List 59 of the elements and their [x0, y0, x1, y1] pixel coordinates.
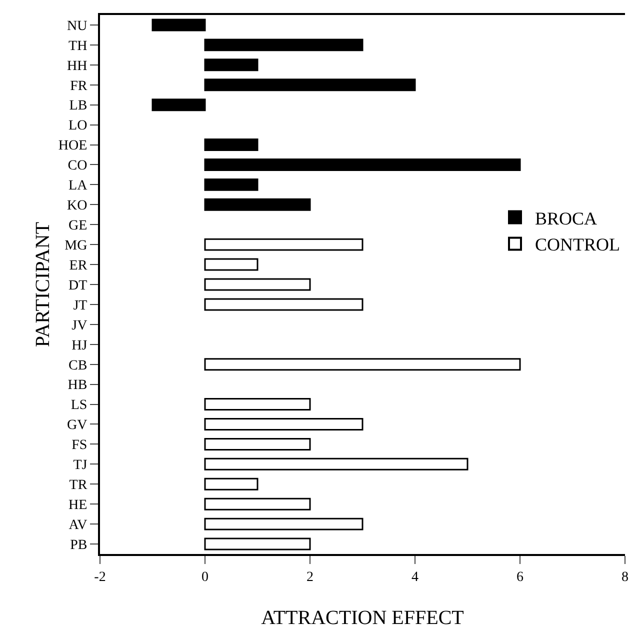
- bar: [204, 498, 311, 510]
- y-tick-label: NU: [66, 18, 88, 34]
- y-tick-label: PB: [70, 538, 88, 553]
- y-tick-label: CB: [68, 358, 88, 374]
- x-tick-label: -2: [94, 570, 106, 585]
- y-tick-label: GV: [66, 418, 88, 434]
- y-tick-label: LA: [68, 178, 88, 194]
- y-tick-label: GE: [68, 218, 88, 234]
- y-tick-label: AV: [68, 518, 88, 533]
- y-tick-label: ER: [69, 258, 88, 274]
- bar: [204, 538, 311, 550]
- y-tick-label: HE: [68, 498, 88, 513]
- legend-label: CONTROL: [535, 234, 620, 255]
- y-tick-label: TH: [68, 38, 88, 54]
- y-tick-label: FR: [70, 78, 88, 94]
- bar: [204, 518, 364, 530]
- bar: [204, 358, 521, 371]
- bar: [204, 438, 311, 450]
- bar: [204, 278, 311, 291]
- bar: [204, 418, 364, 430]
- bar: [204, 38, 364, 52]
- y-tick-label: MG: [64, 238, 88, 254]
- y-tick-label: TR: [69, 478, 88, 494]
- bar: [204, 398, 311, 411]
- bar: [204, 138, 258, 151]
- bar: [204, 78, 416, 92]
- x-tick-label: 4: [412, 570, 418, 585]
- bar: [204, 458, 468, 470]
- y-tick-label: HJ: [72, 338, 88, 354]
- x-axis-title: ATTRACTION EFFECT: [261, 607, 464, 629]
- bar: [204, 58, 258, 72]
- y-tick-label: KO: [66, 198, 88, 214]
- bar: [152, 98, 206, 112]
- y-tick-label: JV: [72, 318, 88, 334]
- y-tick-label: FS: [72, 438, 88, 454]
- y-tick-label: CO: [68, 158, 88, 174]
- y-tick-label: DT: [68, 278, 88, 294]
- bar: [204, 178, 258, 191]
- bar: [204, 298, 364, 311]
- bar: [204, 238, 364, 251]
- x-tick-label: 8: [622, 570, 628, 585]
- y-tick-label: HB: [68, 378, 88, 394]
- bar: [204, 258, 258, 271]
- y-tick-label: LB: [69, 98, 88, 114]
- bar: [204, 198, 311, 211]
- y-tick-label: LS: [70, 398, 88, 414]
- bar: [204, 478, 258, 490]
- x-tick-label: 6: [516, 570, 524, 585]
- y-tick-label: HH: [66, 58, 88, 74]
- legend-label: BROCA: [535, 208, 598, 228]
- x-tick-label: 0: [202, 570, 208, 585]
- bar: [204, 158, 521, 171]
- y-axis-title: PARTICIPANT: [32, 222, 54, 348]
- y-tick-label: JT: [73, 298, 88, 314]
- y-tick-label: LO: [68, 118, 88, 134]
- bar: [152, 18, 206, 32]
- x-tick-label: 2: [306, 570, 314, 585]
- y-tick-label: TJ: [73, 458, 88, 474]
- y-tick-label: HOE: [58, 138, 88, 154]
